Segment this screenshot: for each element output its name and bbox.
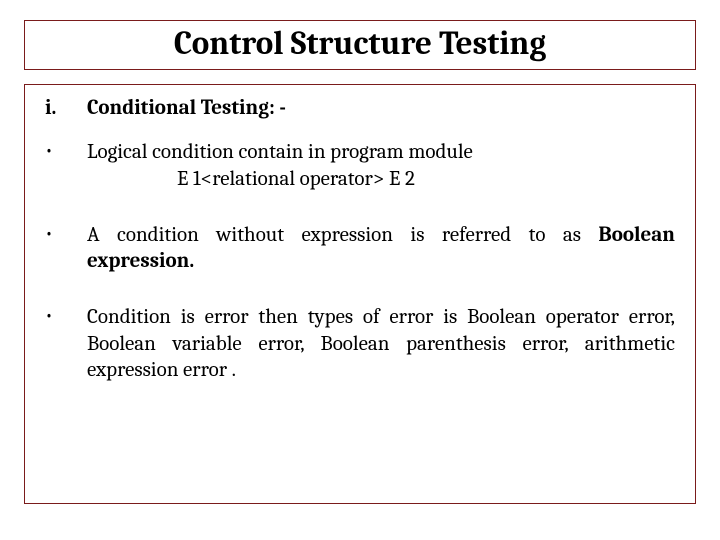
bullet-marker: • (45, 139, 87, 163)
subheading-row: i. Conditional Testing: - (45, 95, 675, 121)
bullet-2-prefix: A condition without expression is referr… (87, 223, 598, 247)
bullet-text-3: Condition is error then types of error i… (87, 304, 675, 383)
bullet-1-line1: Logical condition contain in program mod… (87, 140, 473, 164)
bullet-text-2: A condition without expression is referr… (87, 222, 675, 275)
bullet-marker: • (45, 304, 87, 328)
bullet-1-line2: E 1<relational operator> E 2 (87, 166, 675, 192)
subheading-marker: i. (45, 95, 87, 121)
bullet-marker: • (45, 222, 87, 246)
bullet-text-1: Logical condition contain in program mod… (87, 139, 675, 192)
bullet-row: • A condition without expression is refe… (45, 222, 675, 275)
bullet-row: • Logical condition contain in program m… (45, 139, 675, 192)
slide-title: Control Structure Testing (25, 25, 695, 63)
slide: Control Structure Testing i. Conditional… (0, 0, 720, 540)
content-box: i. Conditional Testing: - • Logical cond… (24, 84, 696, 504)
subheading-text: Conditional Testing: - (87, 95, 675, 121)
bullet-row: • Condition is error then types of error… (45, 304, 675, 383)
title-box: Control Structure Testing (24, 20, 696, 70)
